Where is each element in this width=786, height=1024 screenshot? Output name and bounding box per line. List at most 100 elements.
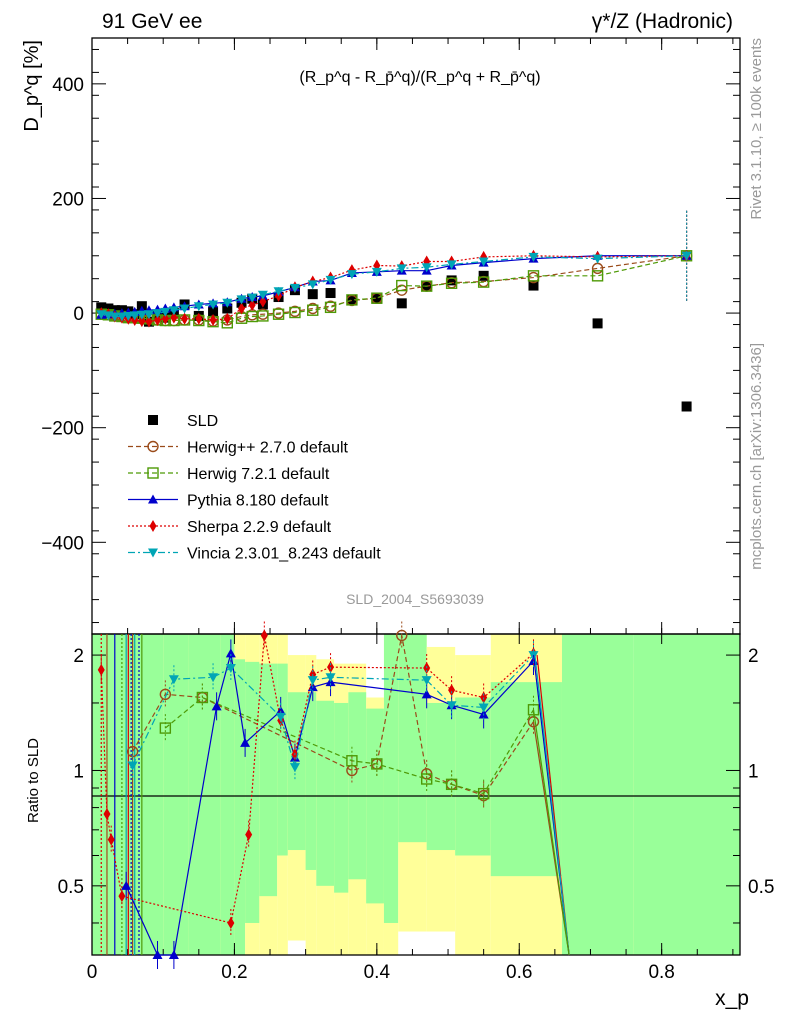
green-band-segment bbox=[106, 634, 135, 955]
data-point-square bbox=[222, 303, 233, 314]
data-point-triangle-down bbox=[152, 309, 163, 319]
plot-title-formula: (R_p^q - R_p̄^q)/(R_p^q + R_p̄^q) bbox=[299, 69, 540, 86]
data-point-triangle-down bbox=[325, 275, 336, 285]
data-point-triangle-down bbox=[289, 283, 300, 293]
ratio-point-open-square bbox=[159, 722, 172, 734]
ratio-point-open-square bbox=[371, 758, 383, 770]
legend-label: SLD bbox=[187, 413, 218, 430]
green-band-segment bbox=[305, 692, 317, 870]
data-point-triangle-down bbox=[129, 311, 140, 321]
data-point-diamond bbox=[209, 313, 217, 326]
green-band-segment bbox=[163, 634, 189, 955]
data-point-triangle-down bbox=[193, 302, 204, 312]
data-point-open-square bbox=[591, 270, 604, 282]
ratio-plot-frame bbox=[91, 633, 741, 956]
data-point-triangle-down bbox=[116, 312, 127, 322]
header-right: γ*/Z (Hadronic) bbox=[592, 10, 733, 33]
ratio-point-triangle-down bbox=[307, 676, 318, 686]
ratio-line bbox=[132, 635, 534, 797]
ratio-point-diamond bbox=[448, 684, 456, 697]
analysis-id: SLD_2004_S5693039 bbox=[346, 591, 484, 607]
data-point-triangle-down bbox=[109, 312, 120, 322]
ratio-point-diamond bbox=[260, 629, 268, 642]
ratio-point-triangle-up bbox=[152, 950, 163, 959]
data-point-square bbox=[325, 288, 336, 299]
ratio-point-triangle-down bbox=[325, 673, 336, 683]
legend-marker-triangle-down bbox=[148, 548, 158, 558]
green-band-segment bbox=[348, 692, 367, 880]
legend-marker-triangle-up bbox=[148, 494, 158, 504]
legend-marker-diamond bbox=[149, 520, 157, 532]
data-point-triangle-down bbox=[96, 310, 107, 320]
data-point-open-square bbox=[371, 292, 383, 304]
green-band-segment bbox=[316, 700, 335, 886]
data-point-square bbox=[208, 306, 219, 317]
data-point-square bbox=[592, 318, 603, 329]
ratio-tick-label-right: 0.5 bbox=[748, 877, 774, 898]
ratio-tick-label-left: 1 bbox=[73, 761, 84, 782]
x-axis-title: x_p bbox=[715, 987, 749, 1010]
ratio-point-diamond bbox=[245, 828, 253, 841]
ratio-line bbox=[125, 653, 534, 956]
green-band-segment bbox=[490, 682, 562, 877]
ratio-point-triangle-down bbox=[225, 664, 236, 674]
data-point-square bbox=[478, 270, 489, 281]
data-point-diamond bbox=[161, 312, 169, 325]
green-band-segment bbox=[188, 634, 221, 955]
green-band-segment bbox=[92, 634, 107, 955]
data-point-diamond bbox=[223, 312, 231, 325]
ratio-point-diamond bbox=[103, 807, 111, 820]
legend: SLD Herwig++ 2.7.0 default Herwig 7.2.1 de… bbox=[128, 413, 381, 563]
data-point-square bbox=[681, 401, 692, 412]
data-point-triangle-down bbox=[179, 304, 190, 314]
green-band-segment bbox=[277, 663, 288, 856]
data-point-open-square bbox=[307, 304, 319, 316]
data-point-triangle-down bbox=[346, 270, 357, 280]
data-point-square bbox=[528, 280, 539, 291]
green-band-segment bbox=[366, 708, 384, 904]
green-band-segment bbox=[220, 634, 235, 955]
data-point-open-square bbox=[420, 280, 433, 292]
ratio-point-diamond bbox=[118, 890, 126, 903]
data-point-triangle-down bbox=[123, 311, 134, 321]
x-tick-label: 0.4 bbox=[364, 962, 391, 983]
legend-marker-open-square bbox=[147, 467, 159, 479]
data-point-open-square bbox=[477, 276, 490, 288]
main-series-layer bbox=[95, 210, 693, 412]
data-point-triangle-down bbox=[421, 263, 432, 273]
data-point-open-square bbox=[272, 308, 285, 320]
ratio-point-diamond bbox=[227, 916, 235, 929]
ratio-point-triangle-down bbox=[208, 673, 219, 683]
data-point-open-square bbox=[289, 306, 301, 319]
data-point-diamond bbox=[259, 295, 267, 308]
mcplots-label: mcplots.cern.ch [arXiv:1306.3436] bbox=[748, 343, 765, 570]
data-point-triangle-down bbox=[168, 306, 179, 316]
y-axis-title-main: D_p^q [%] bbox=[21, 40, 43, 132]
green-band-segment bbox=[383, 634, 399, 923]
series-line bbox=[101, 255, 687, 316]
legend-label: Pythia 8.180 default bbox=[187, 493, 329, 510]
green-band-segment bbox=[259, 663, 278, 897]
data-point-diamond bbox=[170, 311, 178, 324]
data-point-square bbox=[446, 275, 457, 286]
legend-label: Herwig 7.2.1 default bbox=[187, 466, 330, 483]
data-point-square bbox=[371, 293, 382, 304]
ratio-tick-label-right: 2 bbox=[748, 646, 759, 667]
legend-label: Herwig++ 2.7.0 default bbox=[187, 440, 349, 457]
data-point-diamond bbox=[145, 315, 153, 328]
legend-marker-open-circle bbox=[147, 440, 159, 453]
data-point-square bbox=[307, 289, 318, 300]
ratio-point-diamond bbox=[107, 833, 115, 846]
data-point-triangle-down bbox=[371, 267, 382, 277]
ratio-line bbox=[132, 654, 534, 768]
ratio-point-triangle-down bbox=[478, 703, 489, 713]
y-tick-label-main: 0 bbox=[73, 304, 84, 325]
data-point-open-square bbox=[324, 301, 337, 314]
data-point-triangle-down bbox=[681, 251, 692, 261]
data-point-open-square bbox=[527, 270, 540, 282]
data-point-triangle-down bbox=[396, 264, 407, 274]
ratio-point-open-square bbox=[420, 773, 433, 785]
green-band-segment bbox=[334, 702, 349, 893]
data-point-triangle-down bbox=[446, 260, 457, 270]
